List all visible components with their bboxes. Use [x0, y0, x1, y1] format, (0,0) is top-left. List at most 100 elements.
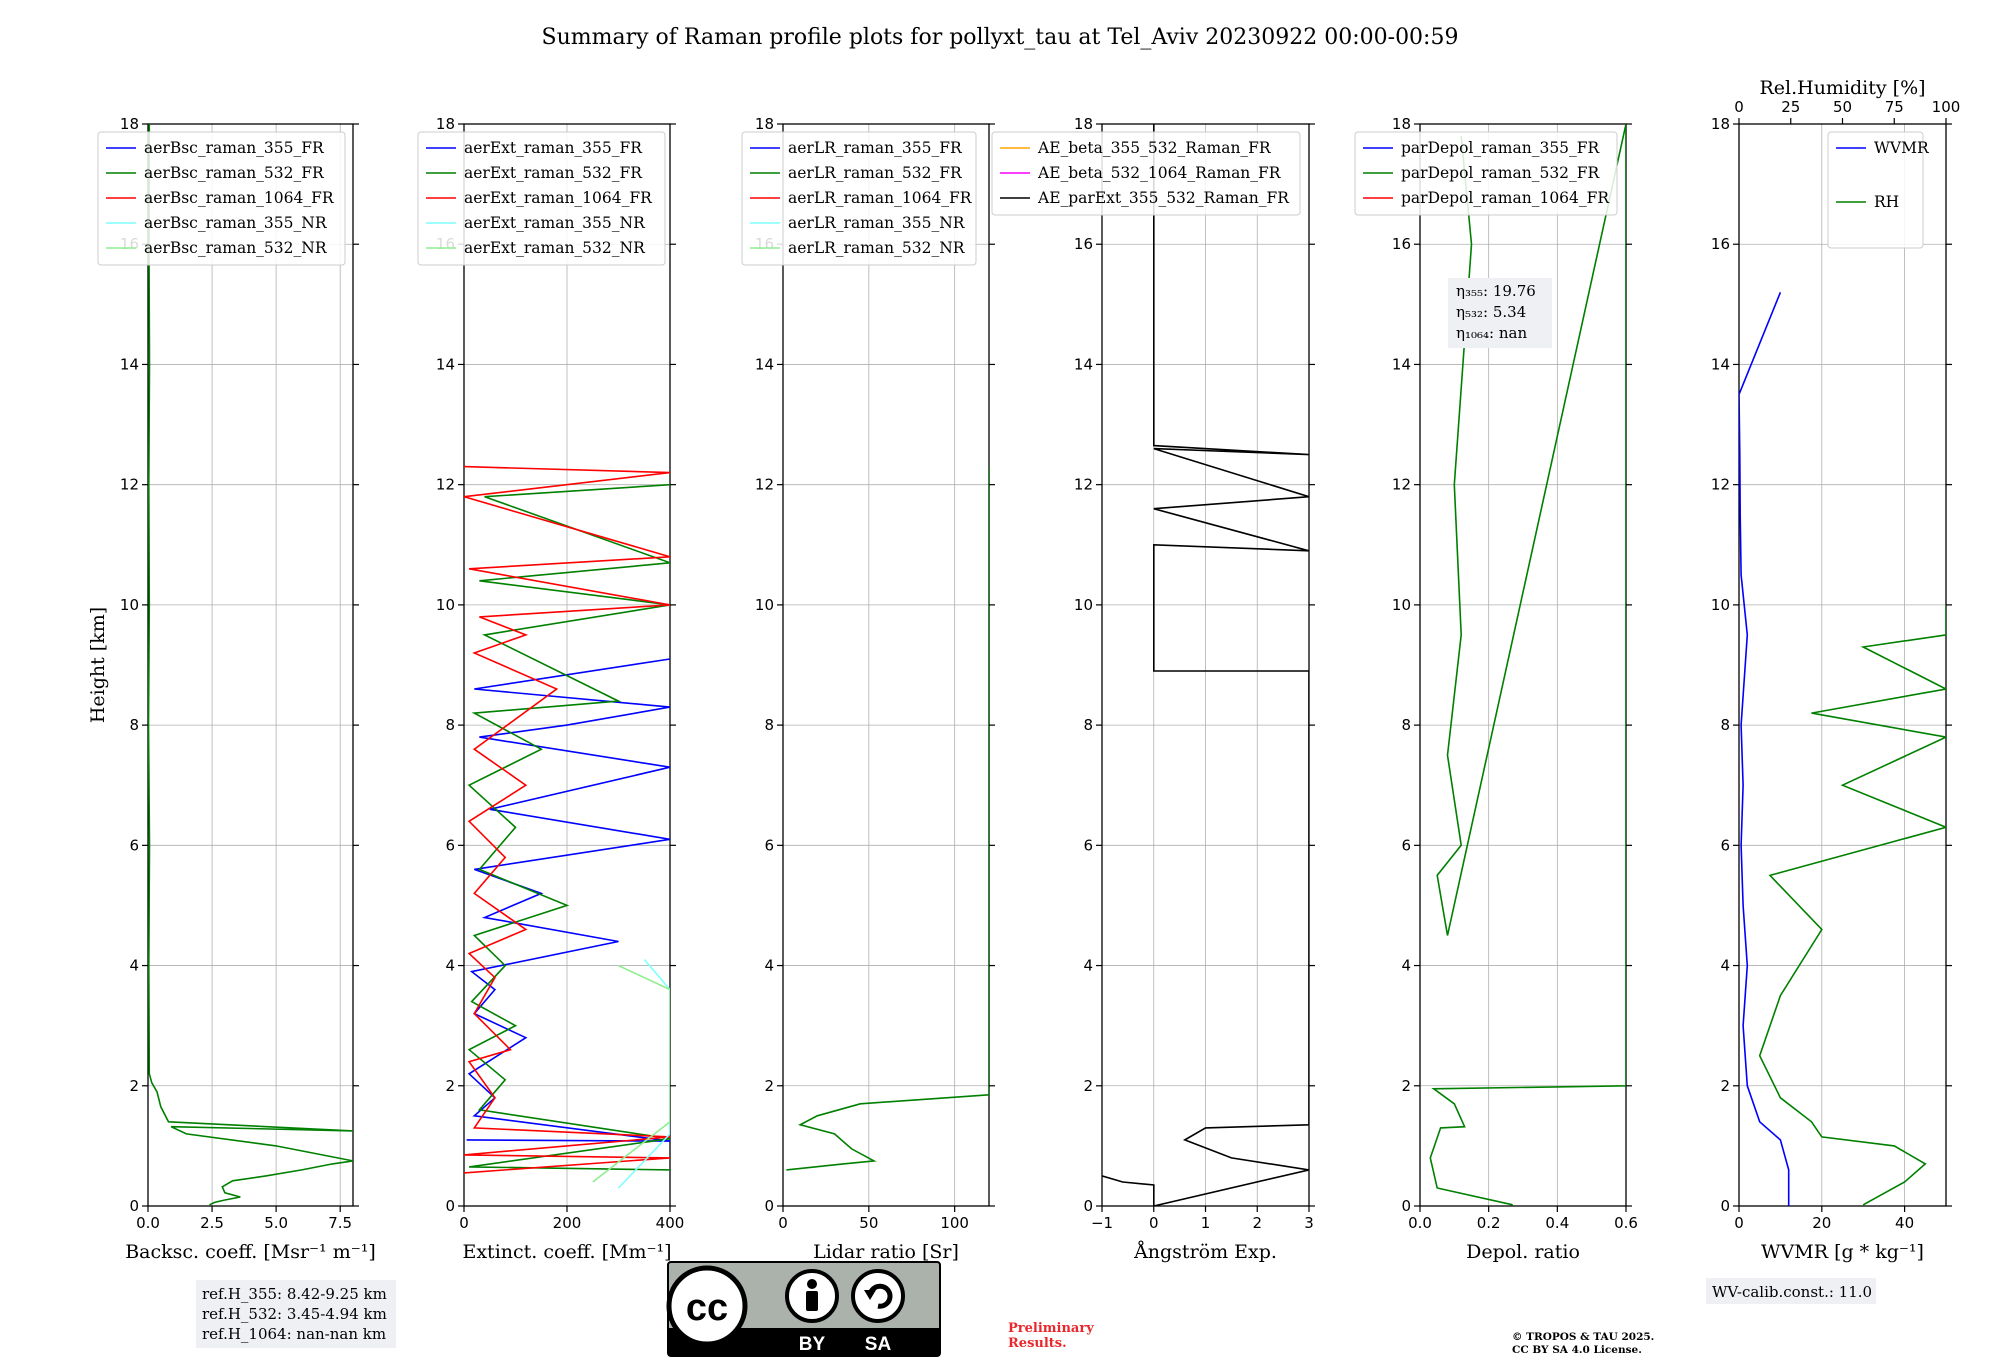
y-tick-label: 14 [755, 355, 774, 373]
legend-label: aerExt_raman_1064_FR [464, 189, 653, 207]
legend-box [991, 131, 1301, 216]
legend-label: aerBsc_raman_532_FR [144, 164, 325, 182]
y-tick-label: 6 [445, 836, 455, 854]
series-line-parDepol_raman_532_FR [1429, 124, 1626, 1206]
y-tick-label: 6 [129, 836, 139, 854]
preliminary-note: Preliminary [1008, 1321, 1094, 1336]
by-text: BY [799, 1334, 826, 1355]
y-axis-label: Height [km] [87, 607, 109, 723]
legend-label: aerExt_raman_532_FR [464, 164, 643, 182]
y-tick-label: 10 [120, 596, 139, 614]
y-tick-label: 10 [755, 596, 774, 614]
y-tick-label: 2 [1720, 1077, 1730, 1095]
plot-frame [1738, 123, 1947, 1207]
x-tick-label: 2.5 [200, 1214, 224, 1232]
y-tick-label: 4 [129, 957, 139, 975]
x-tick-label: 0.4 [1545, 1214, 1569, 1232]
wv-calib-text: WV-calib.const.: 11.0 [1712, 1283, 1872, 1301]
y-tick-label: 4 [1401, 957, 1411, 975]
top-axis-label: Rel.Humidity [%] [1759, 77, 1925, 99]
y-tick-label: 12 [436, 476, 455, 494]
series-line-aerExt_raman_532_NR [592, 964, 670, 1183]
y-tick-label: 6 [1401, 836, 1411, 854]
legend-label: AE_beta_355_532_Raman_FR [1037, 139, 1272, 157]
eta-box [1448, 278, 1552, 348]
y-tick-label: 10 [1711, 596, 1730, 614]
x-tick-label: 400 [656, 1214, 685, 1232]
y-tick-label: 12 [1711, 476, 1730, 494]
x-axis-label: Ångström Exp. [1133, 1241, 1277, 1263]
y-tick-label: 4 [445, 957, 455, 975]
legend-label: aerExt_raman_355_NR [464, 214, 646, 232]
eta-line: η₃₅₅: 19.76 [1456, 282, 1536, 300]
x-axis-label: WVMR [g * kg⁻¹] [1761, 1241, 1924, 1263]
y-tick-label: 8 [1083, 716, 1093, 734]
y-tick-label: 4 [1720, 957, 1730, 975]
y-tick-label: 0 [1401, 1197, 1411, 1215]
y-tick-label: 4 [1083, 957, 1093, 975]
y-tick-label: 10 [1392, 596, 1411, 614]
x-tick-label: 0.6 [1614, 1214, 1638, 1232]
y-tick-label: 0 [129, 1197, 139, 1215]
top-tick-label: 50 [1833, 98, 1852, 116]
eta-line: η₁₀₆₄: nan [1456, 324, 1527, 342]
legend-label: aerExt_raman_355_FR [464, 139, 643, 157]
cc-by-sa-logo: cc BY SA [666, 1261, 941, 1357]
legend-label: parDepol_raman_532_FR [1401, 164, 1601, 182]
y-tick-label: 12 [1074, 476, 1093, 494]
y-tick-label: 18 [1711, 115, 1730, 133]
series-line-WVMR [1739, 291, 1790, 1206]
y-tick-label: 14 [1392, 355, 1411, 373]
y-tick-label: 2 [445, 1077, 455, 1095]
y-tick-label: 16 [1074, 235, 1093, 253]
legend-label: parDepol_raman_1064_FR [1401, 189, 1610, 207]
plot-frame [1101, 123, 1310, 1207]
y-tick-label: 12 [120, 476, 139, 494]
legend-box [1354, 131, 1618, 216]
y-tick-label: 18 [436, 115, 455, 133]
legend-label: aerExt_raman_532_NR [464, 239, 646, 257]
x-tick-label: 0 [1734, 1214, 1744, 1232]
y-tick-label: 4 [764, 957, 774, 975]
ref-height-line: ref.H_355: 8.42-9.25 km [202, 1285, 387, 1303]
panel-lr: 024681012141618050100Lidar ratio [Sr]aer… [741, 115, 995, 1263]
legend-box [1827, 131, 1924, 249]
series-line-RH [1758, 604, 1946, 1206]
plot-frame [463, 123, 671, 1207]
y-tick-label: 18 [1392, 115, 1411, 133]
x-tick-label: 5.0 [264, 1214, 288, 1232]
legend-label: parDepol_raman_355_FR [1401, 139, 1601, 157]
x-tick-label: 0.0 [1408, 1214, 1432, 1232]
legend-label: WVMR [1874, 139, 1930, 157]
x-tick-label: 0.0 [136, 1214, 160, 1232]
sa-share-icon [851, 1269, 905, 1323]
legend-box [97, 131, 346, 266]
series-line-aerExt_raman_355_NR [617, 958, 670, 1189]
x-tick-label: 0 [778, 1214, 788, 1232]
x-tick-label: 100 [940, 1214, 969, 1232]
y-tick-label: 8 [1401, 716, 1411, 734]
y-tick-label: 8 [1720, 716, 1730, 734]
sa-arrowhead-icon [864, 1290, 876, 1300]
top-tick-label: 75 [1885, 98, 1904, 116]
x-tick-label: 0 [1149, 1214, 1159, 1232]
y-tick-label: 10 [436, 596, 455, 614]
panel-ext: 0246810121416180200400Extinct. coeff. [M… [417, 115, 685, 1263]
y-tick-label: 0 [1720, 1197, 1730, 1215]
plot-frame [147, 123, 354, 1207]
ref-height-box [196, 1280, 396, 1348]
y-tick-label: 6 [1720, 836, 1730, 854]
series-line-aerExt_raman_532_FR [467, 483, 670, 1171]
copyright-note: CC BY SA 4.0 License. [1512, 1344, 1642, 1356]
x-tick-label: 7.5 [328, 1214, 352, 1232]
legend-label: AE_beta_532_1064_Raman_FR [1037, 164, 1282, 182]
y-tick-label: 2 [764, 1077, 774, 1095]
preliminary-note: Results. [1008, 1336, 1067, 1351]
legend-label: AE_parExt_355_532_Raman_FR [1037, 189, 1290, 207]
x-tick-label: 2 [1252, 1214, 1262, 1232]
x-tick-label: 40 [1895, 1214, 1914, 1232]
y-tick-label: 2 [129, 1077, 139, 1095]
